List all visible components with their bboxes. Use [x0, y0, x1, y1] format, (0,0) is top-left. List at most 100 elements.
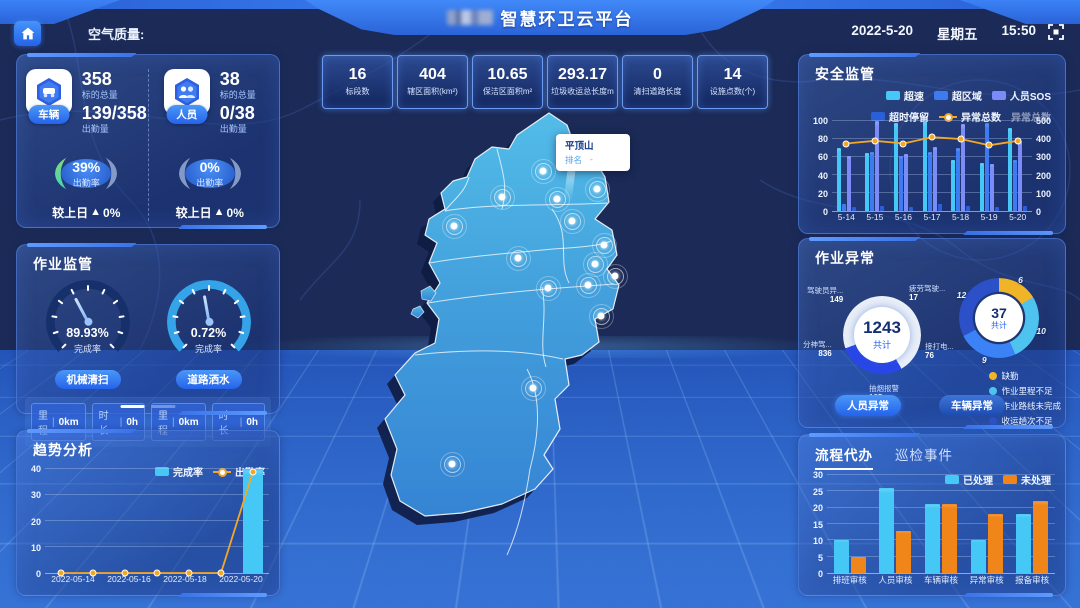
line-point — [842, 140, 850, 147]
x-axis-label: 2022-05-18 — [163, 574, 207, 584]
bar — [836, 148, 841, 211]
bar — [1023, 205, 1028, 211]
up-arrow-icon: ▲ — [213, 206, 225, 218]
person-tag[interactable]: 人员 — [166, 105, 208, 124]
map-marker[interactable] — [544, 284, 552, 292]
bar — [880, 205, 885, 211]
bar — [984, 122, 989, 211]
bar — [851, 207, 856, 211]
legend-item[interactable]: 作业里程不足 — [989, 385, 1061, 397]
legend-item[interactable]: 未处理 — [1003, 472, 1051, 487]
vehicle-abnormal-button[interactable]: 车辆异常 — [939, 395, 1005, 416]
x-axis-label: 报备审核 — [1015, 575, 1050, 585]
map-marker[interactable] — [498, 193, 506, 201]
bar — [922, 121, 927, 211]
bar — [1013, 159, 1018, 211]
person-rate-label: 出勤率 — [196, 177, 224, 188]
bar — [841, 203, 846, 211]
person-total: 38 — [219, 69, 240, 89]
bar — [966, 205, 971, 211]
slice-value-label: 9 — [981, 354, 987, 365]
map-marker[interactable] — [448, 460, 456, 468]
x-axis-label: 车辆审核 — [923, 575, 958, 585]
bar — [870, 151, 875, 211]
vehicle-attendance-label: 出勤量 — [81, 123, 109, 134]
map-marker[interactable] — [593, 185, 601, 193]
tab-inspection-events[interactable]: 巡检事件 — [895, 448, 953, 463]
legend-item[interactable]: 异常总数 — [939, 109, 1001, 124]
stat-label: 清扫道路长度 — [633, 87, 682, 96]
trend-analysis-panel: 趋势分析 完成率出勤率 4030201002022-05-142022-05-1… — [16, 430, 280, 596]
x-axis-label: 5-17 — [923, 212, 941, 222]
stat-value: 16 — [348, 66, 367, 83]
process-chart: 30 25 20 15 10 5 0 排班审核 人员审核 车辆审核 异常审核 报备审核 — [809, 471, 1055, 587]
work-abnormal-panel: 作业异常 驾驶员异... 149 疲劳驾驶... 17 分神驾... 836 接打电.… — [798, 238, 1066, 428]
stat-value: 0 — [653, 66, 662, 83]
gauge-value: 0.72% — [190, 326, 227, 340]
fullscreen-icon — [1048, 24, 1064, 40]
map-marker[interactable] — [591, 260, 599, 268]
home-button[interactable] — [14, 21, 41, 46]
bar — [987, 514, 1003, 573]
bar — [932, 147, 937, 211]
bar — [970, 540, 986, 573]
pager-dot[interactable] — [151, 405, 176, 408]
legend-item[interactable]: 超时停留 — [871, 109, 929, 124]
x-axis-label: 排班审核 — [832, 575, 867, 585]
bar — [833, 540, 849, 573]
stat-box: 10.65 保洁区面积m² — [472, 55, 543, 109]
person-abnormal-total: 1243 — [863, 318, 901, 337]
vehicle-tag[interactable]: 车辆 — [28, 105, 70, 124]
map-marker[interactable] — [611, 272, 619, 280]
map-marker[interactable] — [600, 241, 608, 249]
person-compare-label: 较上日 — [175, 206, 212, 220]
legend-item-disabled[interactable]: 异常总数 — [1011, 113, 1051, 124]
legend-item[interactable]: 人员SOS — [991, 88, 1051, 103]
legend-item[interactable]: 收运趟次不足 — [989, 415, 1061, 427]
line-point — [185, 569, 193, 577]
bar — [846, 156, 851, 211]
bar — [850, 556, 866, 573]
map-marker[interactable] — [529, 384, 537, 392]
legend-item[interactable]: 缺勤 — [989, 370, 1061, 382]
legend-item[interactable]: 超区域 — [933, 88, 982, 103]
vehicle-rate-label: 出勤率 — [72, 177, 100, 188]
bar — [989, 164, 994, 211]
person-icon — [174, 78, 199, 106]
map-marker[interactable] — [553, 195, 561, 203]
person-rate: 0% — [199, 158, 220, 175]
map-marker[interactable] — [597, 312, 605, 320]
gauge-name-button[interactable]: 道路洒水 — [175, 370, 242, 389]
fullscreen-button[interactable] — [1048, 24, 1064, 40]
map-marker[interactable] — [539, 167, 547, 175]
stat-box: 0 清扫道路长度 — [622, 55, 693, 109]
process-legend: 已处理 未处理 — [799, 470, 1065, 491]
map-tooltip: 平顶山 排名 - — [556, 134, 630, 171]
overview-stats-row: 16 标段数 404 辖区面积(km²) 10.65 保洁区面积m² 293.17 垃圾… — [322, 55, 768, 109]
bar — [937, 203, 942, 211]
legend-item[interactable]: 已处理 — [945, 472, 993, 487]
line-point — [928, 133, 936, 141]
line-point — [985, 141, 993, 149]
line-point — [89, 569, 97, 577]
person-abnormal-donut: 驾驶员异... 149 疲劳驾驶... 17 分神驾... 836 接打电... 76 … — [803, 284, 957, 402]
bar — [898, 156, 903, 211]
map-marker[interactable] — [584, 281, 592, 289]
person-attendance-label: 出勤量 — [219, 123, 247, 134]
bar — [925, 504, 940, 573]
slice-value-label: 12 — [956, 289, 967, 300]
map-marker[interactable] — [450, 222, 458, 230]
map-marker[interactable] — [568, 217, 576, 225]
stat-label: 标段数 — [345, 87, 370, 96]
gauge-value: 89.93% — [66, 326, 109, 340]
gauge-name-button[interactable]: 机械清扫 — [54, 370, 121, 389]
legend-item[interactable]: 完成率 — [155, 464, 203, 479]
person-abnormal-button[interactable]: 人员异常 — [835, 395, 901, 416]
pager-dot-active[interactable] — [120, 405, 145, 408]
map-marker[interactable] — [514, 254, 522, 262]
line-point — [57, 569, 65, 577]
vehicle-abnormal-donut: 37 共计 6 10 9 12 — [956, 275, 1046, 365]
legend-item[interactable]: 超速 — [885, 88, 924, 103]
tab-process-todo[interactable]: 流程代办 — [815, 444, 873, 470]
vehicle-attendance-ring: 39% 出勤率 — [55, 153, 118, 194]
